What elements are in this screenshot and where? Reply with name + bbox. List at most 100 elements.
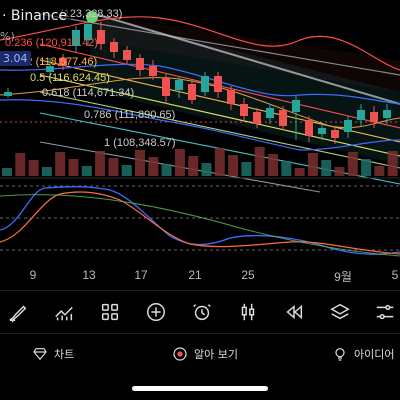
volume-bars (2, 147, 398, 176)
candle (201, 76, 209, 92)
layout-grid-icon[interactable] (97, 299, 123, 325)
nav-chart-label: 차트 (54, 348, 75, 361)
candle (344, 120, 352, 132)
oscillator-line-d (0, 191, 400, 255)
x-tick: 9월 (334, 270, 352, 284)
volume-bar (174, 149, 185, 176)
drawing-toolbar (0, 290, 400, 334)
symbol-title[interactable]: · Binance (0, 6, 72, 26)
x-tick: 17 (134, 268, 148, 282)
candle (162, 78, 170, 96)
fib-level-label: 0.786 (111,890.65) (84, 109, 175, 121)
candle (214, 76, 222, 92)
candle (59, 58, 67, 66)
volume-bar (148, 157, 159, 176)
candle (357, 110, 365, 120)
candle (123, 50, 131, 60)
replay-icon[interactable] (281, 299, 307, 325)
add-icon[interactable] (143, 299, 169, 325)
volume-bar (135, 150, 145, 176)
volume-bar (95, 151, 106, 176)
x-tick: 13 (82, 268, 96, 282)
candlesticks (4, 14, 391, 144)
volume-bar (387, 151, 398, 176)
volume-bar (2, 168, 12, 176)
change-percent-fragment: %) (0, 30, 15, 43)
volume-bar (321, 160, 332, 176)
time-axis: 9 13 17 21 25 9월 5 (0, 266, 400, 288)
home-indicator (132, 386, 268, 391)
volume-bar (214, 148, 225, 176)
candle (175, 80, 183, 90)
nav-chart[interactable]: 차트 (32, 346, 74, 362)
lightbulb-icon (335, 348, 345, 361)
candle-style-icon[interactable] (235, 299, 261, 325)
volume-bar (254, 147, 265, 176)
candle (240, 104, 248, 116)
volume-bar (281, 161, 292, 176)
candle (46, 66, 54, 72)
draw-tool-icon[interactable] (5, 299, 31, 325)
candle (97, 30, 105, 44)
candle (318, 128, 326, 134)
fib-level-label: 1 (108,348.57) (104, 137, 176, 149)
nav-ideas-label: 아이디어 (354, 348, 395, 361)
volume-bar (294, 168, 305, 176)
x-tick: 9 (29, 268, 37, 282)
volume-bar (15, 153, 26, 176)
high-marker (86, 11, 98, 23)
diamond-icon (33, 348, 47, 361)
candle (279, 110, 287, 126)
volume-bar (28, 160, 39, 176)
volume-bar (374, 166, 385, 176)
bottom-nav: 차트 알아 보기 아이디어 (0, 334, 400, 378)
volume-bar (41, 167, 52, 176)
candle (227, 90, 235, 104)
current-price-tag: 3.04 (0, 51, 31, 66)
volume-bar (121, 165, 132, 176)
explore-icon (173, 347, 187, 361)
volume-bar (161, 164, 172, 176)
volume-bar (108, 158, 119, 176)
candle (331, 130, 339, 138)
volume-bar (334, 167, 345, 176)
candle (72, 30, 80, 46)
fib-level-label: 0.236 (120,917.42) (5, 37, 98, 49)
candle (110, 42, 118, 52)
candle (136, 58, 144, 70)
nav-explore[interactable]: 알아 보기 (172, 346, 238, 362)
candle (292, 100, 300, 112)
volume-bar (68, 159, 79, 176)
candle (188, 84, 196, 100)
volume-bar (201, 163, 212, 176)
nav-explore-label: 알아 보기 (194, 348, 238, 361)
indicators-icon[interactable] (51, 299, 77, 325)
candle (305, 120, 313, 136)
top-price-label: (123,328.33) (60, 8, 122, 20)
alarm-icon[interactable] (189, 299, 215, 325)
nav-ideas[interactable]: 아이디어 (332, 346, 394, 362)
candle (370, 112, 378, 122)
volume-bar (228, 155, 239, 176)
candle (149, 66, 157, 76)
layers-icon[interactable] (327, 299, 353, 325)
x-tick: 21 (188, 268, 202, 282)
x-tick: 25 (241, 268, 255, 282)
fib-level-label: 0.618 (114,671.34) (42, 87, 134, 99)
volume-bar (347, 152, 358, 176)
x-tick: 5 (391, 268, 399, 282)
volume-bar (81, 166, 92, 176)
volume-bar (55, 152, 66, 176)
volume-bar (241, 162, 252, 176)
volume-bar (307, 153, 318, 176)
candle (253, 112, 261, 124)
volume-bar (188, 156, 199, 176)
candle (84, 24, 92, 40)
candle (4, 92, 12, 96)
fib-level-label: 0.5 (116,624.45) (30, 72, 110, 84)
settings-sliders-icon[interactable] (372, 299, 398, 325)
candle (383, 110, 391, 118)
volume-bar (361, 159, 372, 176)
price-chart[interactable]: (123,328.33) 0.236 (120,917.42)0.382 (11… (0, 0, 400, 290)
oscillator-line-k (0, 186, 400, 255)
